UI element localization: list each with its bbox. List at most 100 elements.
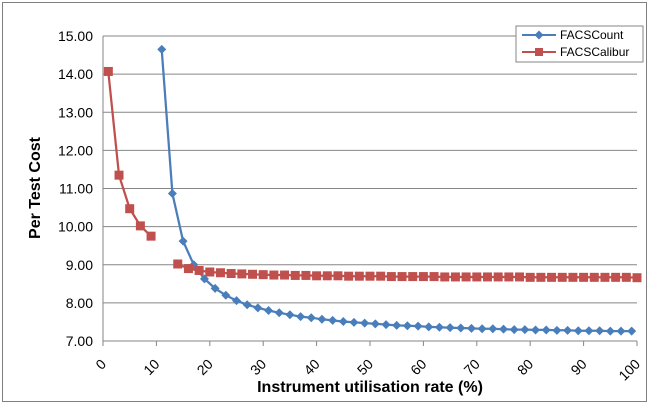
x-axis-title: Instrument utilisation rate (%) bbox=[257, 379, 483, 396]
data-point-facscount bbox=[221, 290, 231, 300]
data-point-facscount bbox=[210, 283, 220, 293]
data-point-facscalibur bbox=[258, 270, 268, 280]
data-point-facscount bbox=[563, 325, 573, 335]
x-tick-label: 70 bbox=[461, 356, 483, 378]
data-point-facscount bbox=[349, 317, 359, 327]
data-point-facscount bbox=[456, 323, 466, 333]
y-tick-label: 7.00 bbox=[66, 333, 93, 349]
data-point-facscalibur bbox=[344, 271, 354, 281]
y-tick-label: 14.00 bbox=[58, 66, 93, 82]
data-point-facscalibur bbox=[450, 272, 460, 282]
legend-label-facscalibur: FACSCalibur bbox=[560, 45, 629, 59]
x-tick-label: 40 bbox=[300, 356, 322, 378]
data-point-facscalibur bbox=[600, 272, 610, 282]
data-point-facscount bbox=[627, 326, 637, 336]
data-point-facscalibur bbox=[408, 272, 418, 282]
data-point-facscalibur bbox=[226, 269, 236, 279]
data-point-facscalibur bbox=[493, 272, 503, 282]
data-point-facscalibur bbox=[237, 269, 247, 279]
data-point-facscount bbox=[317, 314, 327, 324]
data-point-facscount bbox=[434, 322, 444, 332]
x-tick-label: 100 bbox=[615, 356, 643, 384]
data-point-facscalibur bbox=[205, 267, 215, 277]
data-point-facscalibur bbox=[482, 272, 492, 282]
data-point-facscalibur bbox=[515, 272, 525, 282]
data-point-facscount bbox=[584, 326, 594, 336]
data-point-facscalibur bbox=[579, 272, 589, 282]
data-point-facscount bbox=[531, 325, 541, 335]
y-tick-label: 15.00 bbox=[58, 28, 93, 44]
legend-label-facscount: FACSCount bbox=[560, 28, 624, 42]
data-point-facscount bbox=[253, 303, 263, 313]
data-point-facscount bbox=[242, 300, 252, 310]
y-axis-title: Per Test Cost bbox=[27, 136, 44, 239]
data-point-facscalibur bbox=[504, 272, 514, 282]
data-point-facscount bbox=[605, 326, 615, 336]
data-point-facscalibur bbox=[386, 272, 396, 282]
data-point-facscalibur bbox=[183, 264, 193, 274]
data-point-facscalibur bbox=[397, 272, 407, 282]
data-point-facscount bbox=[167, 188, 177, 198]
data-point-facscount bbox=[274, 308, 284, 318]
data-point-facscount bbox=[338, 317, 348, 327]
data-point-facscount bbox=[402, 321, 412, 331]
y-tick-label: 13.00 bbox=[58, 104, 93, 120]
gridlines bbox=[102, 35, 638, 346]
data-point-facscalibur bbox=[215, 268, 225, 278]
data-point-facscalibur bbox=[611, 272, 621, 282]
data-point-facscalibur bbox=[173, 259, 183, 269]
data-point-facscalibur bbox=[632, 273, 642, 283]
data-point-facscalibur bbox=[114, 170, 124, 180]
x-tick-label: 90 bbox=[567, 356, 589, 378]
data-point-facscalibur bbox=[461, 272, 471, 282]
data-point-facscalibur bbox=[429, 272, 439, 282]
data-point-facscount bbox=[328, 315, 338, 325]
data-point-facscalibur bbox=[472, 272, 482, 282]
data-point-facscount bbox=[285, 310, 295, 320]
x-tick-label: 10 bbox=[140, 356, 162, 378]
data-point-facscount bbox=[424, 322, 434, 332]
data-point-facscount bbox=[381, 320, 391, 330]
x-tick-label: 50 bbox=[354, 356, 376, 378]
data-point-facscount bbox=[370, 319, 380, 329]
data-point-facscalibur bbox=[103, 66, 113, 76]
data-point-facscalibur bbox=[322, 271, 332, 281]
data-point-facscalibur bbox=[333, 271, 343, 281]
y-tick-label: 12.00 bbox=[58, 142, 93, 158]
series-line-facscount bbox=[160, 49, 632, 333]
data-point-facscalibur bbox=[194, 265, 204, 275]
data-point-facscount bbox=[306, 313, 316, 323]
series-line-facscalibur bbox=[177, 262, 638, 279]
data-point-facscalibur bbox=[312, 271, 322, 281]
data-point-facscalibur bbox=[269, 270, 279, 280]
data-point-facscount bbox=[360, 318, 370, 328]
data-point-facscalibur bbox=[536, 272, 546, 282]
data-point-facscalibur bbox=[621, 272, 631, 282]
x-tick-label: 30 bbox=[247, 356, 269, 378]
data-point-facscount bbox=[466, 323, 476, 333]
data-point-facscalibur bbox=[280, 270, 290, 280]
y-tick-label: 8.00 bbox=[66, 295, 93, 311]
data-point-facscount bbox=[157, 44, 167, 54]
data-point-facscalibur bbox=[525, 272, 535, 282]
data-point-facscount bbox=[199, 274, 209, 284]
data-point-facscalibur bbox=[589, 272, 599, 282]
data-point-facscalibur bbox=[547, 272, 557, 282]
data-point-facscount bbox=[520, 325, 530, 335]
data-point-facscount bbox=[264, 306, 274, 315]
data-point-facscalibur bbox=[354, 271, 364, 281]
data-point-facscount bbox=[509, 325, 519, 335]
legend-marker-facscalibur bbox=[535, 48, 543, 56]
data-point-facscalibur bbox=[568, 272, 578, 282]
data-point-facscount bbox=[296, 312, 306, 322]
y-tick-label: 11.00 bbox=[59, 181, 93, 197]
data-point-facscount bbox=[552, 325, 562, 335]
data-point-facscalibur bbox=[440, 272, 450, 282]
series bbox=[103, 44, 642, 336]
data-point-facscalibur bbox=[557, 272, 567, 282]
data-point-facscount bbox=[541, 325, 551, 335]
x-tick-label: 60 bbox=[407, 356, 429, 378]
data-point-facscount bbox=[595, 326, 605, 336]
data-point-facscount bbox=[499, 324, 508, 334]
